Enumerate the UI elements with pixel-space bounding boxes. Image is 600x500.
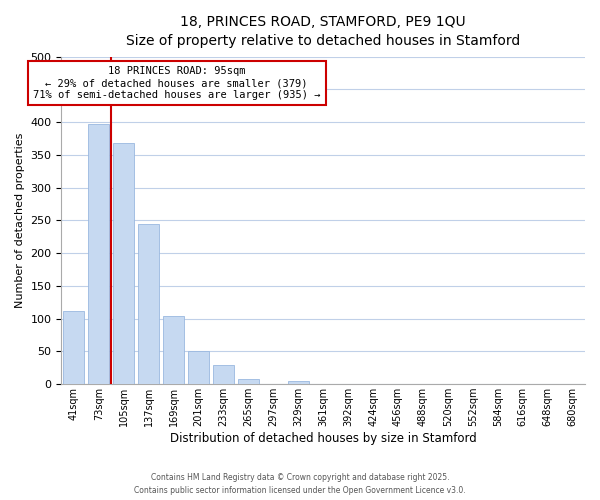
Text: 18 PRINCES ROAD: 95sqm
← 29% of detached houses are smaller (379)
71% of semi-de: 18 PRINCES ROAD: 95sqm ← 29% of detached… [33,66,320,100]
Bar [113,143,134,384]
Bar [138,224,159,384]
Bar [163,316,184,384]
Text: Contains HM Land Registry data © Crown copyright and database right 2025.
Contai: Contains HM Land Registry data © Crown c… [134,474,466,495]
Bar [63,311,85,384]
Bar [213,364,234,384]
Title: 18, PRINCES ROAD, STAMFORD, PE9 1QU
Size of property relative to detached houses: 18, PRINCES ROAD, STAMFORD, PE9 1QU Size… [126,15,520,48]
Bar [238,379,259,384]
Y-axis label: Number of detached properties: Number of detached properties [15,132,25,308]
Bar [88,124,109,384]
Bar [188,352,209,384]
X-axis label: Distribution of detached houses by size in Stamford: Distribution of detached houses by size … [170,432,476,445]
Bar [287,381,309,384]
